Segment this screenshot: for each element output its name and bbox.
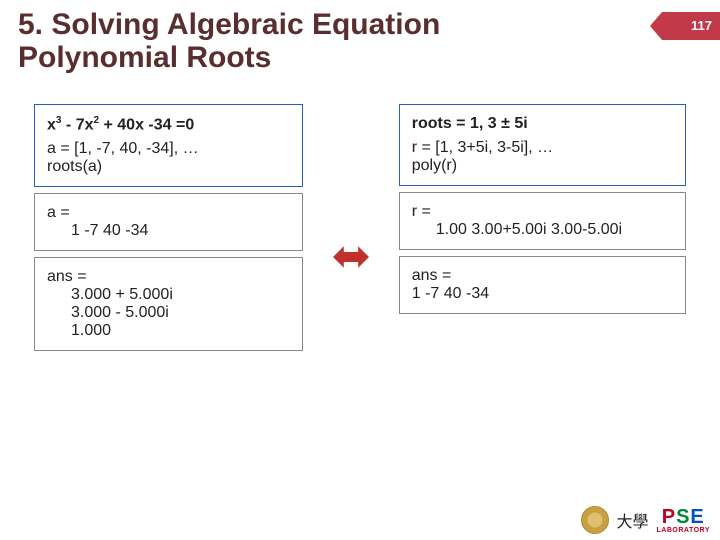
right-output-r-header: r =: [412, 203, 673, 221]
left-equation-box: x3 - 7x2 + 40x -34 =0 a = [1, -7, 40, -3…: [34, 104, 303, 187]
pse-logo: PSE LABORATORY: [657, 507, 710, 534]
right-output-ans-header: ans =: [412, 267, 673, 285]
right-output-ans-box: ans = 1 -7 40 -34: [399, 256, 686, 314]
double-arrow-icon: [333, 244, 369, 270]
pse-lab-label: LABORATORY: [657, 527, 710, 534]
left-output-a-box: a = 1 -7 40 -34: [34, 193, 303, 251]
pse-letter-e: E: [690, 506, 704, 528]
right-output-ans-value: 1 -7 40 -34: [412, 285, 673, 303]
pse-letter-p: P: [662, 506, 676, 528]
left-output-ans-header: ans =: [47, 268, 290, 286]
left-output-ans-box: ans = 3.000 + 5.000i 3.000 - 5.000i 1.00…: [34, 257, 303, 351]
left-output-ans-line-2: 3.000 - 5.000i: [47, 304, 290, 322]
double-arrow-shape: [333, 246, 369, 268]
left-output-a-value: 1 -7 40 -34: [47, 222, 290, 240]
right-column: roots = 1, 3 ± 5i r = [1, 3+5i, 3-5i], ……: [399, 104, 686, 314]
right-output-r-value: 1.00 3.00+5.00i 3.00-5.00i: [412, 221, 673, 239]
right-equation-box: roots = 1, 3 ± 5i r = [1, 3+5i, 3-5i], ……: [399, 104, 686, 186]
content-area: x3 - 7x2 + 40x -34 =0 a = [1, -7, 40, -3…: [34, 104, 686, 500]
right-output-r-box: r = 1.00 3.00+5.00i 3.00-5.00i: [399, 192, 686, 250]
right-input-line-1: r = [1, 3+5i, 3-5i], …: [412, 139, 673, 157]
left-equation: x3 - 7x2 + 40x -34 =0: [47, 115, 290, 134]
footer-logos: 大學 PSE LABORATORY: [581, 506, 711, 534]
arrow-column: [333, 104, 369, 270]
right-equation: roots = 1, 3 ± 5i: [412, 115, 673, 133]
left-output-a-header: a =: [47, 204, 290, 222]
slide-title: 5. Solving Algebraic Equation Polynomial…: [18, 8, 448, 74]
university-script: 大學: [617, 508, 649, 532]
left-column: x3 - 7x2 + 40x -34 =0 a = [1, -7, 40, -3…: [34, 104, 303, 351]
slide-number-badge: 117: [650, 12, 720, 40]
slide-number: 117: [650, 12, 712, 40]
university-seal-icon: [581, 506, 609, 534]
left-output-ans-line-3: 1.000: [47, 322, 290, 340]
right-input-line-2: poly(r): [412, 157, 673, 175]
left-input-line-1: a = [1, -7, 40, -34], …: [47, 140, 290, 158]
left-output-ans-line-1: 3.000 + 5.000i: [47, 286, 290, 304]
left-input-line-2: roots(a): [47, 158, 290, 176]
pse-letter-s: S: [676, 506, 690, 528]
